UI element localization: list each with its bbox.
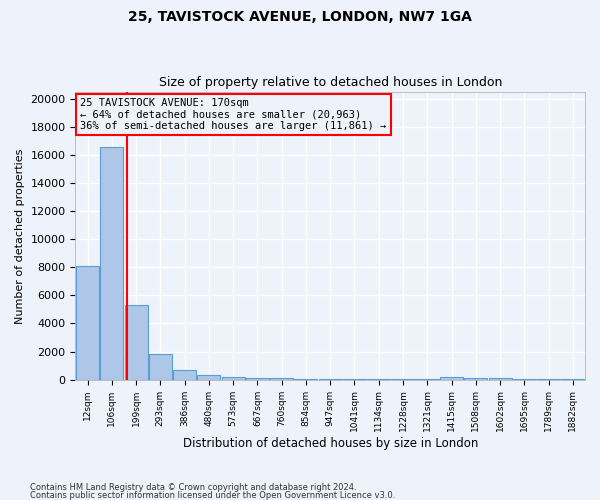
- Text: Contains public sector information licensed under the Open Government Licence v3: Contains public sector information licen…: [30, 490, 395, 500]
- Bar: [488, 378, 512, 380]
- Title: Size of property relative to detached houses in London: Size of property relative to detached ho…: [158, 76, 502, 90]
- Bar: [440, 377, 463, 380]
- Bar: [149, 354, 172, 380]
- Bar: [270, 378, 293, 380]
- X-axis label: Distribution of detached houses by size in London: Distribution of detached houses by size …: [182, 437, 478, 450]
- Bar: [125, 306, 148, 380]
- Text: 25 TAVISTOCK AVENUE: 170sqm
← 64% of detached houses are smaller (20,963)
36% of: 25 TAVISTOCK AVENUE: 170sqm ← 64% of det…: [80, 98, 387, 131]
- Bar: [464, 378, 487, 380]
- Text: Contains HM Land Registry data © Crown copyright and database right 2024.: Contains HM Land Registry data © Crown c…: [30, 484, 356, 492]
- Y-axis label: Number of detached properties: Number of detached properties: [15, 148, 25, 324]
- Text: 25, TAVISTOCK AVENUE, LONDON, NW7 1GA: 25, TAVISTOCK AVENUE, LONDON, NW7 1GA: [128, 10, 472, 24]
- Bar: [197, 374, 220, 380]
- Bar: [76, 266, 99, 380]
- Bar: [295, 379, 317, 380]
- Bar: [100, 147, 124, 380]
- Bar: [221, 377, 245, 380]
- Bar: [173, 370, 196, 380]
- Bar: [513, 379, 536, 380]
- Bar: [319, 379, 342, 380]
- Bar: [246, 378, 269, 380]
